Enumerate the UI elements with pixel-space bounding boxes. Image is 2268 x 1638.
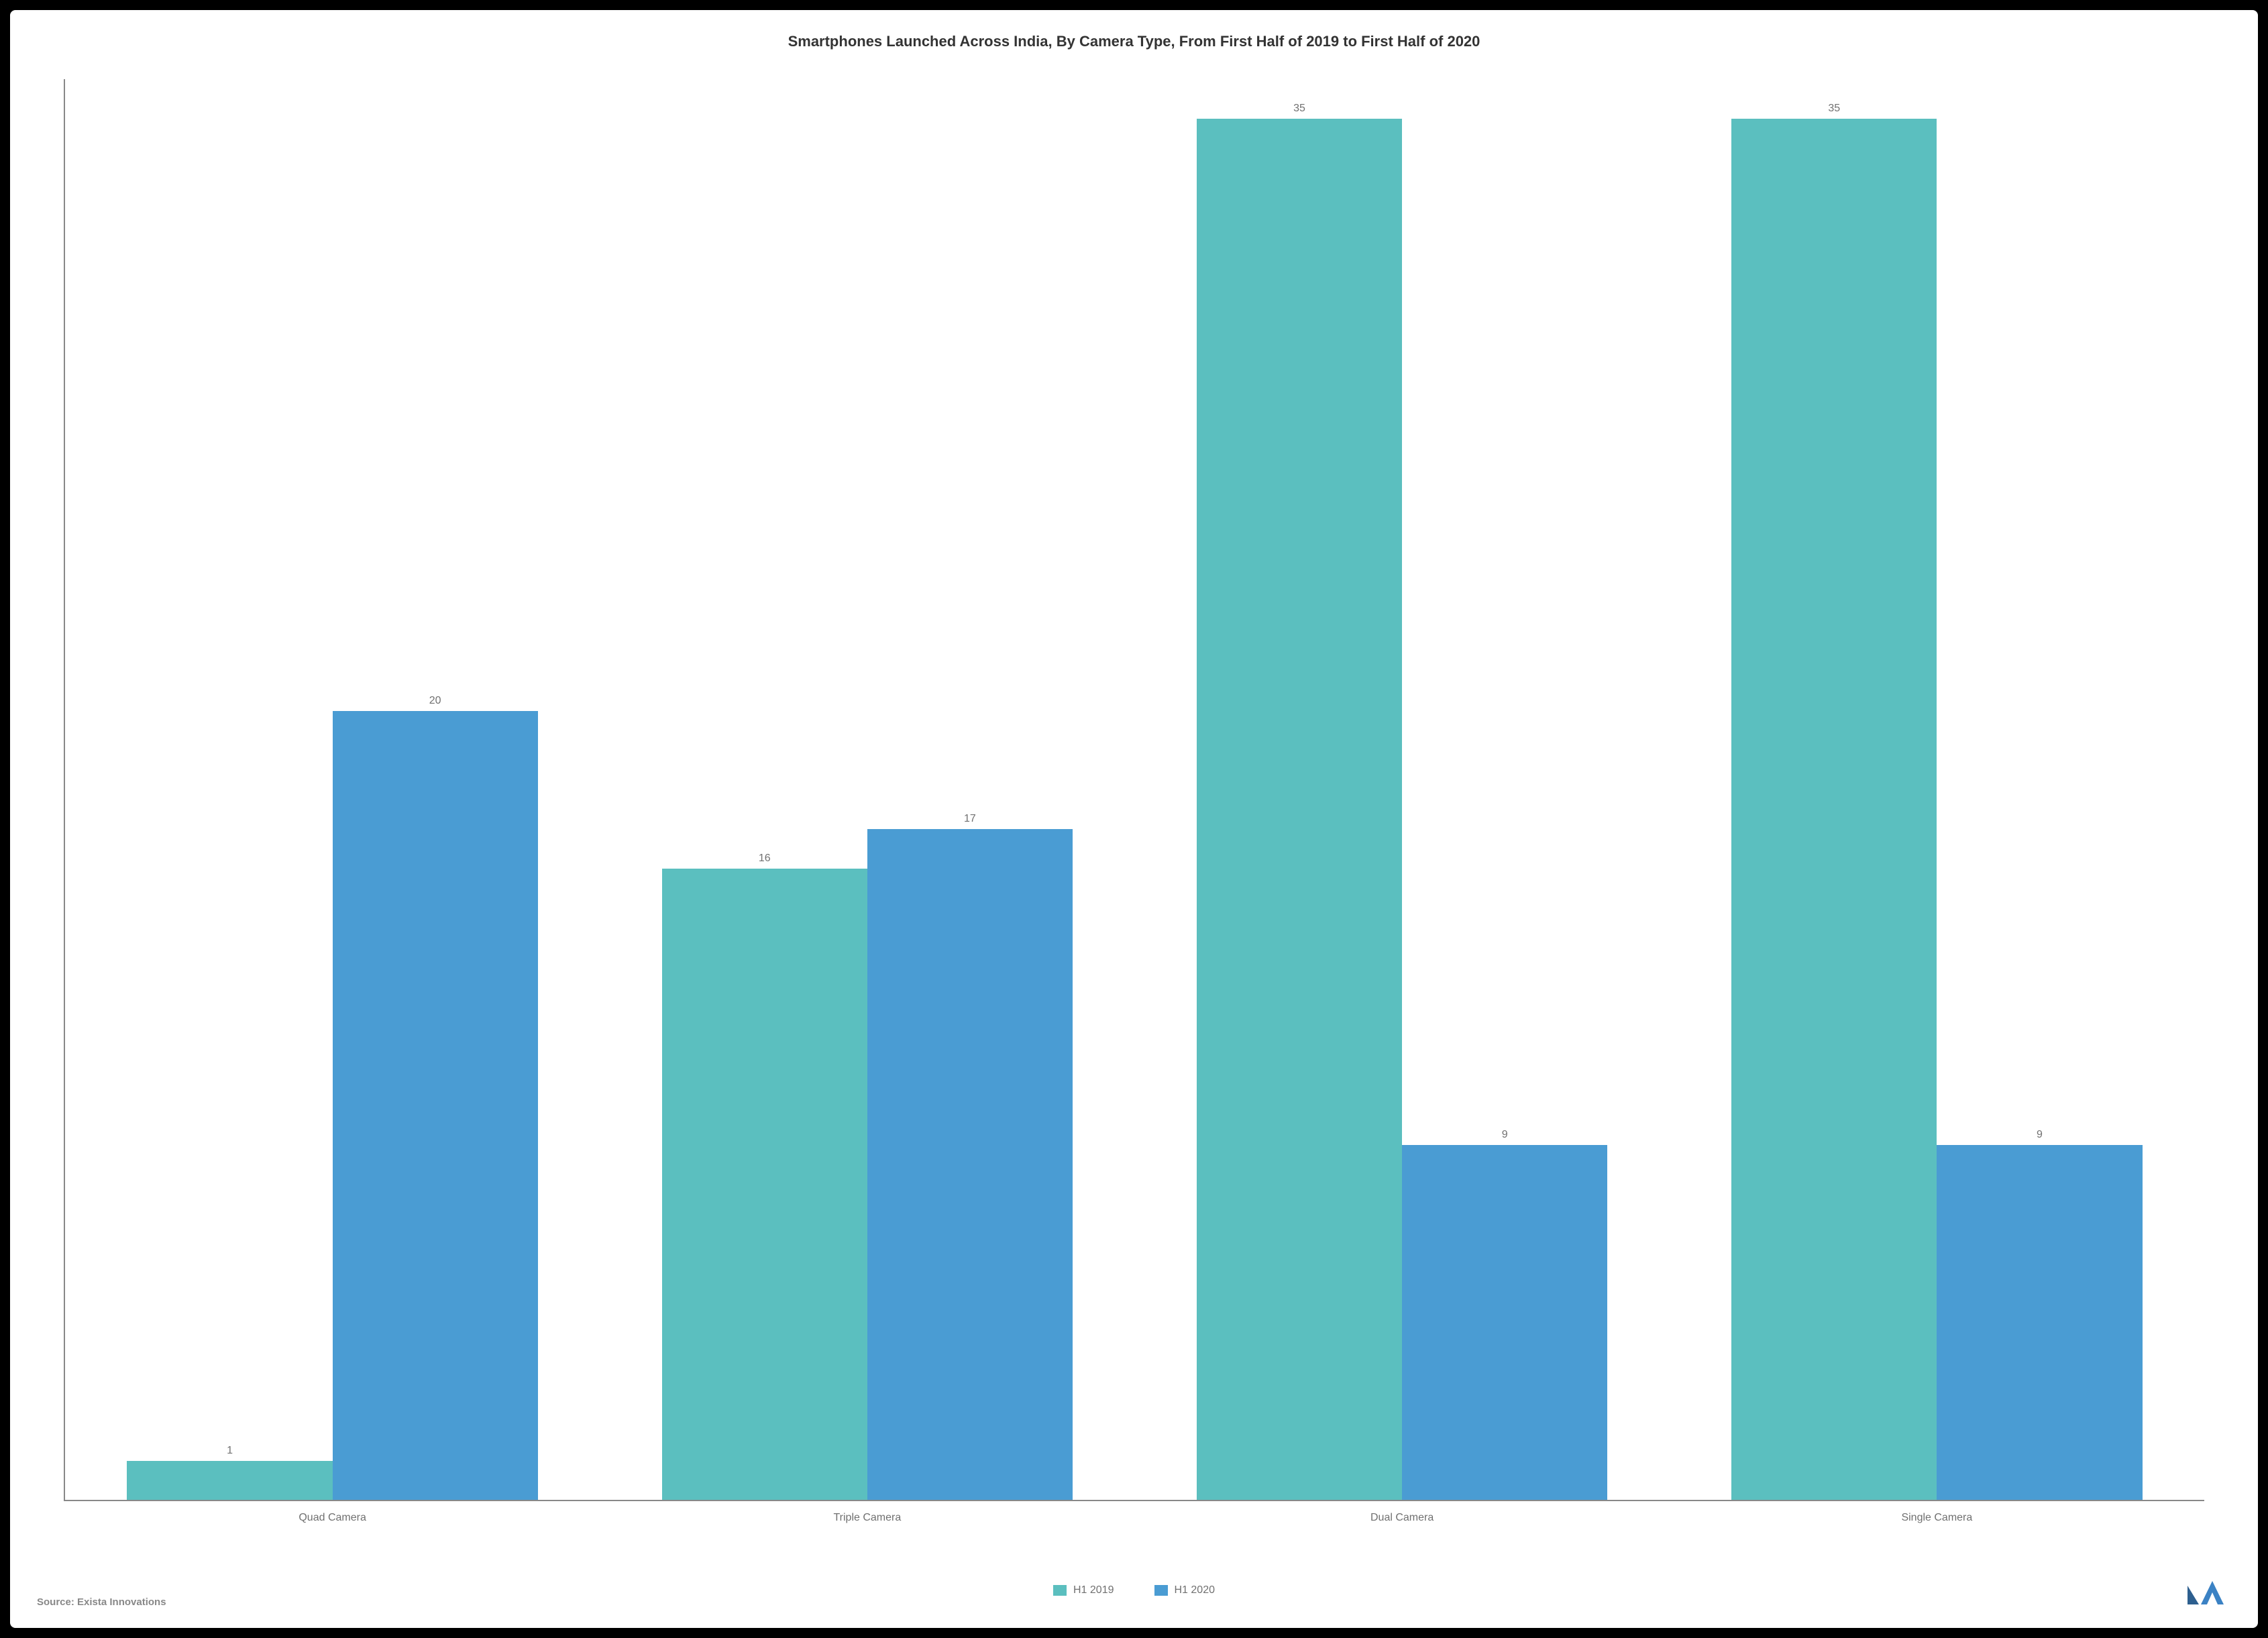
bar-group: 35 9 [1723, 79, 2151, 1500]
chart-container: Smartphones Launched Across India, By Ca… [10, 10, 2258, 1628]
bar-wrapper: 17 [867, 79, 1073, 1500]
legend-swatch [1154, 1585, 1168, 1596]
bar [1197, 119, 1402, 1500]
legend-label: H1 2020 [1175, 1584, 1216, 1596]
bar-value-label: 9 [2037, 1129, 2043, 1141]
bar [662, 869, 867, 1500]
bar [867, 829, 1073, 1500]
plot-area: 1201617359359 Quad CameraTriple CameraDu… [64, 79, 2204, 1524]
bar-value-label: 20 [429, 695, 441, 707]
logo-shape-right [2201, 1581, 2224, 1604]
bar-wrapper: 9 [1402, 79, 1607, 1500]
bars-region: 1201617359359 [64, 79, 2204, 1501]
bar [333, 711, 538, 1500]
bar-group: 1617 [653, 79, 1081, 1500]
bar [127, 1461, 332, 1500]
bar-value-label: 1 [227, 1445, 233, 1457]
bar [1402, 1145, 1607, 1500]
source-attribution: Source: Exista Innovations [37, 1596, 2231, 1608]
legend-item: H1 2020 [1154, 1584, 1216, 1596]
bar-group: 35 9 [1188, 79, 1616, 1500]
bar-value-label: 9 [1502, 1129, 1508, 1141]
logo-shape-left [2188, 1586, 2199, 1604]
chart-title: Smartphones Launched Across India, By Ca… [37, 30, 2231, 52]
bar-wrapper: 35 [1731, 79, 1937, 1500]
x-axis-label: Single Camera [1723, 1512, 2151, 1524]
bar [1731, 119, 1937, 1500]
bar-value-label: 17 [964, 813, 976, 825]
bar-group: 1 20 [119, 79, 547, 1500]
bar-wrapper: 20 [333, 79, 538, 1500]
bar-wrapper: 16 [662, 79, 867, 1500]
x-axis-label: Quad Camera [119, 1512, 547, 1524]
legend-item: H1 2019 [1053, 1584, 1114, 1596]
bar-wrapper: 1 [127, 79, 332, 1500]
x-axis-label: Dual Camera [1188, 1512, 1616, 1524]
x-axis-label: Triple Camera [653, 1512, 1081, 1524]
x-axis-labels: Quad Camera Triple Camera Dual Camera Singl… [64, 1512, 2204, 1524]
brand-logo [2184, 1578, 2231, 1611]
bar-value-label: 35 [1293, 103, 1305, 115]
legend-label: H1 2019 [1073, 1584, 1114, 1596]
legend-swatch [1053, 1585, 1067, 1596]
bar-wrapper: 35 [1197, 79, 1402, 1500]
bar [1937, 1145, 2142, 1500]
bar-wrapper: 9 [1937, 79, 2142, 1500]
bar-value-label: 35 [1828, 103, 1840, 115]
bar-value-label: 16 [759, 853, 771, 865]
legend: H1 2019 H1 2020 [37, 1584, 2231, 1596]
